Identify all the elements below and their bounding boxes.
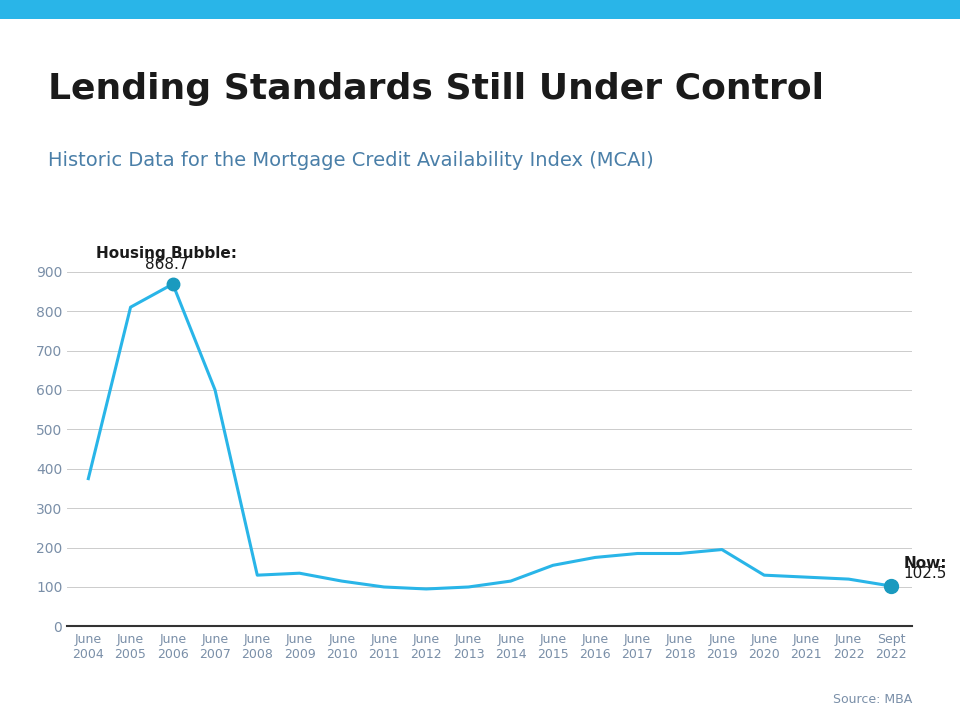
Text: Housing Bubble:: Housing Bubble:: [96, 246, 237, 261]
Text: Source: MBA: Source: MBA: [832, 693, 912, 706]
Text: Historic Data for the Mortgage Credit Availability Index (MCAI): Historic Data for the Mortgage Credit Av…: [48, 151, 654, 170]
Text: Lending Standards Still Under Control: Lending Standards Still Under Control: [48, 72, 824, 106]
Text: Now:: Now:: [903, 556, 948, 571]
Text: 102.5: 102.5: [903, 566, 947, 581]
Text: 868.7: 868.7: [145, 257, 188, 272]
